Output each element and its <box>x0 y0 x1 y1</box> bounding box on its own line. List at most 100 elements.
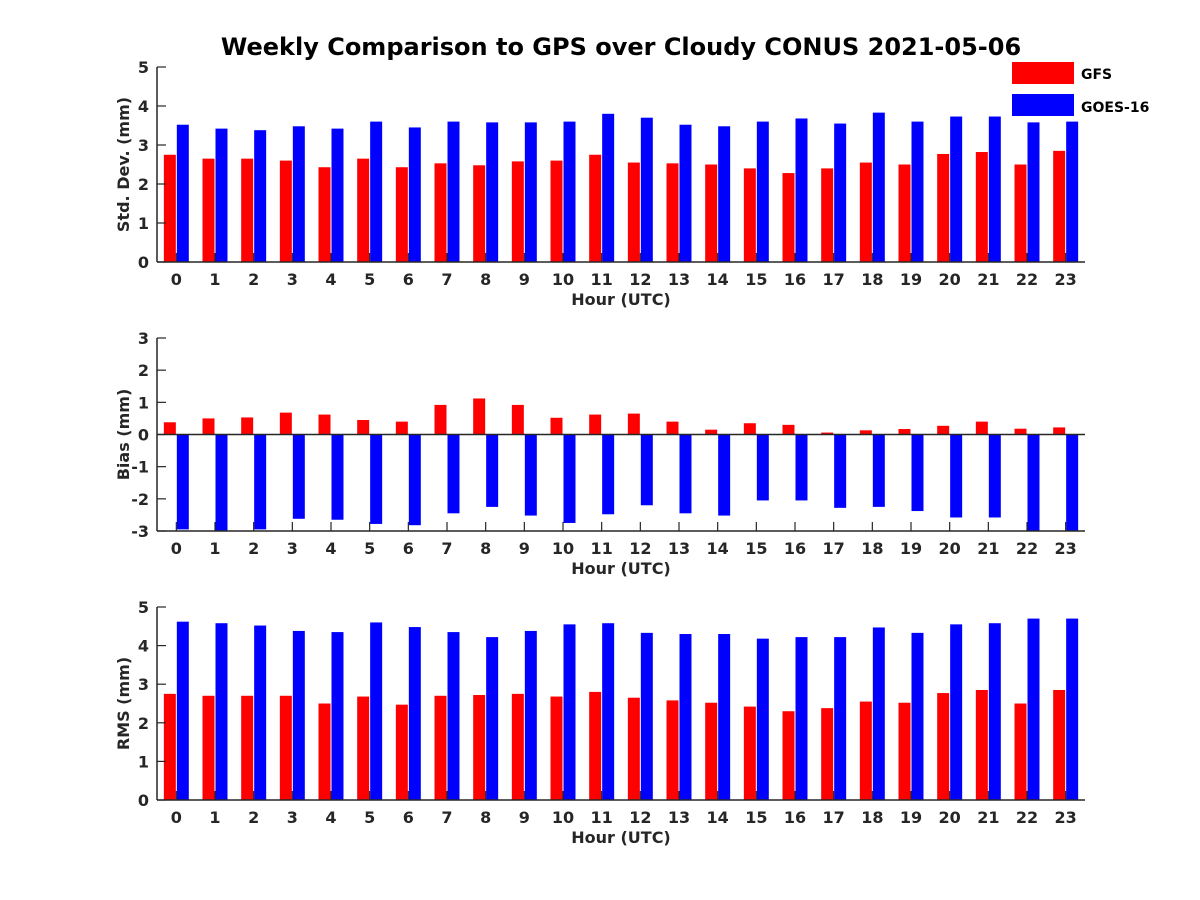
y-tick-label: 1 <box>138 752 149 771</box>
x-tick-label: 1 <box>209 808 220 827</box>
y-tick-label: 0 <box>138 791 149 810</box>
x-tick-label: 4 <box>325 270 336 289</box>
bar-goes-16-hour-1 <box>215 434 228 531</box>
bar-gfs-hour-16 <box>782 711 795 800</box>
bar-gfs-hour-20 <box>937 693 950 800</box>
x-tick-label: 0 <box>171 808 182 827</box>
bar-goes-16-hour-12 <box>640 632 653 800</box>
bar-gfs-hour-15 <box>743 168 756 262</box>
x-tick-label: 9 <box>519 270 530 289</box>
x-tick-label: 14 <box>707 539 729 558</box>
bar-gfs-hour-14 <box>705 164 718 262</box>
x-tick-label: 9 <box>519 539 530 558</box>
bar-gfs-hour-11 <box>589 154 602 262</box>
bar-gfs-hour-4 <box>318 414 331 435</box>
x-tick-label: 19 <box>900 808 922 827</box>
x-tick-label: 18 <box>861 808 883 827</box>
x-tick-label: 3 <box>287 270 298 289</box>
bar-gfs-hour-0 <box>163 154 176 262</box>
bar-gfs-hour-15 <box>743 706 756 800</box>
bar-goes-16-hour-14 <box>718 634 731 800</box>
legend-label-gfs: GFS <box>1081 67 1112 83</box>
x-tick-label: 11 <box>591 539 613 558</box>
x-tick-label: 21 <box>977 808 999 827</box>
bar-goes-16-hour-20 <box>950 434 963 518</box>
bar-gfs-hour-20 <box>937 425 950 435</box>
bar-goes-16-hour-17 <box>834 637 847 800</box>
bar-gfs-hour-8 <box>473 398 486 435</box>
bar-gfs-hour-13 <box>666 700 679 800</box>
bar-gfs-hour-18 <box>859 162 872 262</box>
y-tick-label: 4 <box>138 637 149 656</box>
bar-gfs-hour-1 <box>202 695 215 800</box>
x-axis-label: Hour (UTC) <box>571 559 671 578</box>
y-tick-label: 2 <box>138 714 149 733</box>
bar-gfs-hour-12 <box>627 413 640 435</box>
bar-gfs-hour-20 <box>937 153 950 262</box>
bar-goes-16-hour-13 <box>679 634 692 800</box>
bar-goes-16-hour-15 <box>756 121 769 262</box>
x-tick-label: 23 <box>1055 539 1077 558</box>
x-tick-label: 3 <box>287 539 298 558</box>
x-tick-label: 21 <box>977 539 999 558</box>
bar-gfs-hour-6 <box>395 167 408 262</box>
bar-gfs-hour-6 <box>395 704 408 800</box>
x-tick-label: 13 <box>668 808 690 827</box>
bar-gfs-hour-14 <box>705 702 718 800</box>
bar-goes-16-hour-1 <box>215 128 228 262</box>
x-tick-label: 15 <box>745 539 767 558</box>
bar-gfs-hour-11 <box>589 691 602 800</box>
bar-gfs-hour-8 <box>473 695 486 800</box>
x-tick-label: 21 <box>977 270 999 289</box>
bar-goes-16-hour-14 <box>718 434 731 516</box>
bar-gfs-hour-0 <box>163 422 176 435</box>
x-tick-label: 23 <box>1055 808 1077 827</box>
legend: GFS GOES-16 <box>1012 62 1149 116</box>
x-tick-label: 20 <box>939 270 961 289</box>
bar-gfs-hour-18 <box>859 701 872 800</box>
bar-gfs-hour-9 <box>511 693 524 800</box>
bar-goes-16-hour-2 <box>254 434 267 530</box>
bar-gfs-hour-2 <box>241 695 254 800</box>
y-tick-label: 5 <box>138 58 149 77</box>
y-tick-label: -1 <box>131 458 149 477</box>
bar-goes-16-hour-19 <box>911 632 924 800</box>
bar-gfs-hour-19 <box>898 429 911 435</box>
x-tick-label: 16 <box>784 808 806 827</box>
bar-goes-16-hour-2 <box>254 625 267 800</box>
bar-goes-16-hour-6 <box>408 434 421 526</box>
bar-goes-16-hour-7 <box>447 434 460 514</box>
bar-goes-16-hour-18 <box>872 627 885 800</box>
bar-goes-16-hour-6 <box>408 627 421 800</box>
bar-gfs-hour-10 <box>550 696 563 800</box>
x-tick-label: 7 <box>441 808 452 827</box>
x-tick-label: 22 <box>1016 270 1038 289</box>
x-tick-label: 8 <box>480 539 491 558</box>
y-axis-label: Bias (mm) <box>114 389 133 481</box>
y-tick-label: 1 <box>138 393 149 412</box>
bar-gfs-hour-14 <box>705 429 718 435</box>
bar-goes-16-hour-17 <box>834 123 847 262</box>
bar-goes-16-hour-22 <box>1027 618 1040 800</box>
bar-gfs-hour-22 <box>1014 164 1027 262</box>
bar-goes-16-hour-12 <box>640 117 653 262</box>
x-tick-label: 5 <box>364 539 375 558</box>
bar-goes-16-hour-18 <box>872 112 885 262</box>
bar-gfs-hour-3 <box>279 160 292 262</box>
bar-goes-16-hour-3 <box>292 126 305 262</box>
x-tick-label: 16 <box>784 539 806 558</box>
bar-goes-16-hour-21 <box>988 116 1001 262</box>
bar-gfs-hour-0 <box>163 693 176 800</box>
bar-goes-16-hour-7 <box>447 121 460 262</box>
y-tick-label: 2 <box>138 175 149 194</box>
bar-goes-16-hour-8 <box>486 434 499 507</box>
legend-swatch-gfs <box>1012 62 1074 84</box>
bar-gfs-hour-3 <box>279 412 292 435</box>
x-tick-label: 6 <box>403 808 414 827</box>
bar-goes-16-hour-4 <box>331 632 344 800</box>
x-tick-label: 1 <box>209 539 220 558</box>
bar-gfs-hour-18 <box>859 430 872 435</box>
x-tick-label: 15 <box>745 808 767 827</box>
